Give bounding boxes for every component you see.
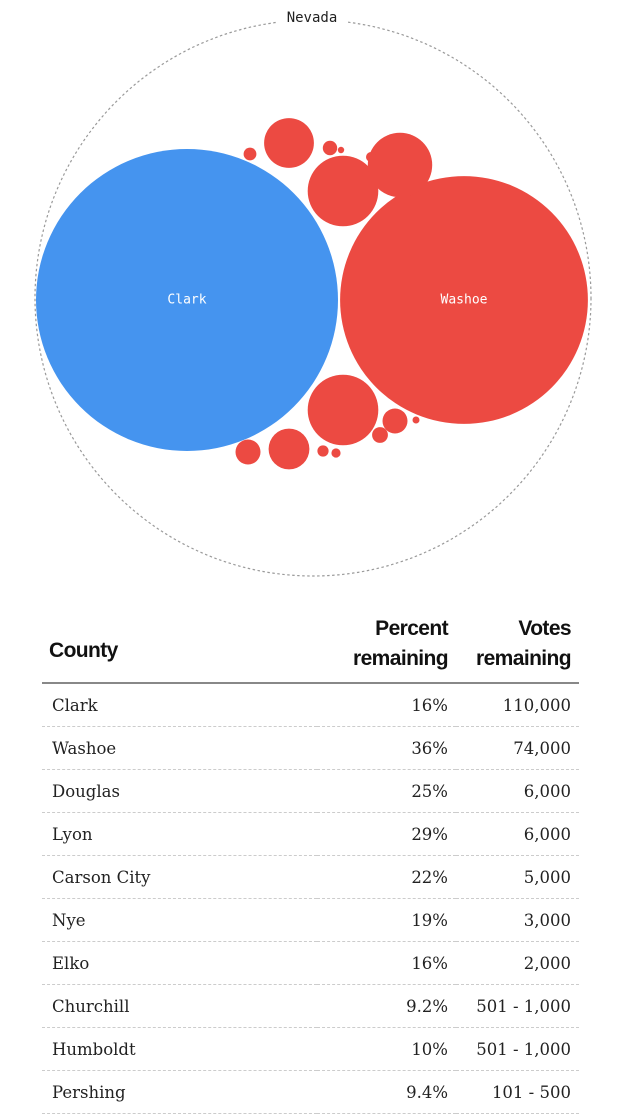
county-bubble-minor-15 (412, 416, 420, 424)
county-cell: Lyon (42, 812, 317, 856)
percent-cell: 29% (317, 812, 456, 856)
table-row: Douglas 25% 6,000 (42, 769, 579, 813)
county-bubble-carson-city (367, 132, 433, 198)
percent-cell: 10% (317, 1027, 456, 1071)
county-bubble-churchill (382, 408, 408, 434)
county-bubble-clark (36, 149, 338, 451)
votes-header-line1: Votes (518, 617, 571, 640)
votes-column-header: Votes remaining (456, 614, 579, 684)
county-table: County Percent remaining Votes remaining… (42, 614, 579, 1114)
county-cell: Churchill (42, 984, 317, 1028)
percent-cell: 16% (317, 941, 456, 985)
state-label-background (276, 6, 348, 26)
percent-cell: 9.2% (317, 984, 456, 1028)
county-bubble-minor-10 (322, 140, 338, 156)
county-bubble-minor-13 (366, 152, 376, 162)
table-row: Humboldt 10% 501 - 1,000 (42, 1027, 579, 1071)
county-bubble-douglas (307, 155, 379, 227)
county-bubble-nye (264, 118, 314, 168)
county-column-header: County (42, 614, 317, 684)
table-row: Lyon 29% 6,000 (42, 812, 579, 856)
county-cell: Clark (42, 683, 317, 727)
table-row: Carson City 22% 5,000 (42, 855, 579, 899)
percent-cell: 9.4% (317, 1070, 456, 1114)
table-row: Clark 16% 110,000 (42, 683, 579, 727)
county-cell: Washoe (42, 726, 317, 770)
state-label: Nevada (287, 10, 338, 26)
table-row: Elko 16% 2,000 (42, 941, 579, 985)
percent-cell: 19% (317, 898, 456, 942)
table-row: Pershing 9.4% 101 - 500 (42, 1070, 579, 1114)
county-cell: Humboldt (42, 1027, 317, 1071)
table-row: Washoe 36% 74,000 (42, 726, 579, 770)
county-cell: Nye (42, 898, 317, 942)
county-bubble-washoe (340, 176, 588, 424)
percent-header-line1: Percent (375, 617, 448, 640)
county-cell: Carson City (42, 855, 317, 899)
county-bubble-pershing (372, 427, 388, 443)
county-cell: Pershing (42, 1070, 317, 1114)
votes-cell: 5,000 (456, 855, 579, 899)
percent-cell: 25% (317, 769, 456, 813)
votes-cell: 501 - 1,000 (456, 1027, 579, 1071)
county-bubble-minor-16 (337, 146, 345, 154)
table-row: Nye 19% 3,000 (42, 898, 579, 942)
county-header-label: County (49, 639, 118, 662)
votes-cell: 101 - 500 (456, 1070, 579, 1114)
state-boundary-circle (34, 19, 592, 577)
votes-cell: 6,000 (456, 812, 579, 856)
county-cell: Elko (42, 941, 317, 985)
bubble-label-clark: Clark (167, 293, 206, 308)
votes-cell: 6,000 (456, 769, 579, 813)
county-bubble-elko (268, 428, 310, 470)
county-bubble-minor-12 (317, 445, 329, 457)
table-row: Churchill 9.2% 501 - 1,000 (42, 984, 579, 1028)
table-header-row: County Percent remaining Votes remaining (42, 614, 579, 684)
percent-cell: 22% (317, 855, 456, 899)
percent-cell: 36% (317, 726, 456, 770)
votes-cell: 501 - 1,000 (456, 984, 579, 1028)
county-cell: Douglas (42, 769, 317, 813)
votes-cell: 3,000 (456, 898, 579, 942)
votes-cell: 74,000 (456, 726, 579, 770)
county-bubble-lyon (307, 374, 379, 446)
percent-header-line2: remaining (353, 647, 449, 670)
bubble-chart: Nevada Clark Washoe (34, 6, 592, 577)
bubble-label-washoe: Washoe (441, 293, 488, 308)
county-bubble-minor-14 (331, 448, 341, 458)
county-bubble-minor-11 (243, 147, 257, 161)
bubble-layer: Clark Washoe (36, 118, 588, 470)
percent-column-header: Percent remaining (317, 614, 456, 684)
votes-cell: 110,000 (456, 683, 579, 727)
votes-header-line2: remaining (476, 647, 572, 670)
county-bubble-humboldt (235, 439, 261, 465)
votes-cell: 2,000 (456, 941, 579, 985)
percent-cell: 16% (317, 683, 456, 727)
